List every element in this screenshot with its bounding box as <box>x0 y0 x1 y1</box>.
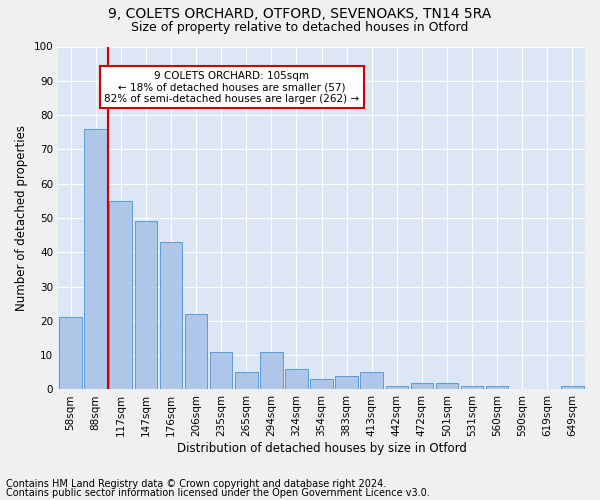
Text: Contains HM Land Registry data © Crown copyright and database right 2024.: Contains HM Land Registry data © Crown c… <box>6 479 386 489</box>
Bar <box>134 222 157 390</box>
Text: 9 COLETS ORCHARD: 105sqm
← 18% of detached houses are smaller (57)
82% of semi-d: 9 COLETS ORCHARD: 105sqm ← 18% of detach… <box>104 70 359 104</box>
Bar <box>59 318 82 390</box>
Bar <box>85 129 107 390</box>
Bar <box>361 372 383 390</box>
Bar <box>335 376 358 390</box>
Bar <box>461 386 484 390</box>
Bar <box>285 369 308 390</box>
Text: 9, COLETS ORCHARD, OTFORD, SEVENOAKS, TN14 5RA: 9, COLETS ORCHARD, OTFORD, SEVENOAKS, TN… <box>109 8 491 22</box>
Bar <box>260 352 283 390</box>
Text: Size of property relative to detached houses in Otford: Size of property relative to detached ho… <box>131 21 469 34</box>
Bar <box>210 352 232 390</box>
Bar <box>410 382 433 390</box>
Bar <box>185 314 208 390</box>
X-axis label: Distribution of detached houses by size in Otford: Distribution of detached houses by size … <box>176 442 466 455</box>
Bar <box>436 382 458 390</box>
Bar <box>109 201 132 390</box>
Bar <box>235 372 257 390</box>
Text: Contains public sector information licensed under the Open Government Licence v3: Contains public sector information licen… <box>6 488 430 498</box>
Y-axis label: Number of detached properties: Number of detached properties <box>15 125 28 311</box>
Bar <box>561 386 584 390</box>
Bar <box>486 386 508 390</box>
Bar <box>386 386 408 390</box>
Bar <box>160 242 182 390</box>
Bar <box>310 379 333 390</box>
